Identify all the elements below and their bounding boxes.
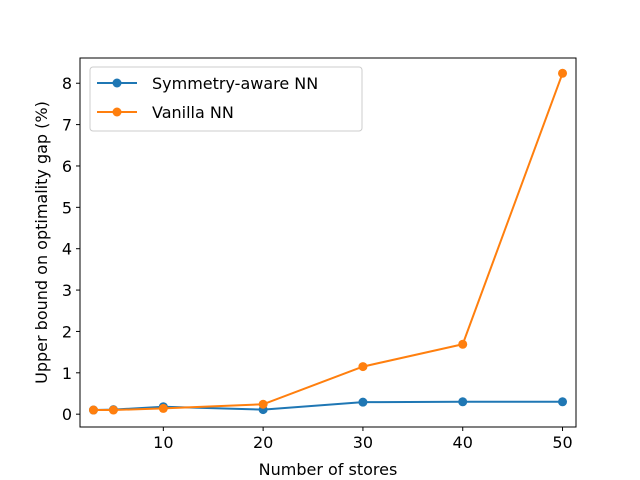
- y-tick-label: 0: [62, 405, 72, 424]
- x-tick-label: 30: [353, 433, 373, 452]
- legend-marker-symmetry-aware-nn: [112, 78, 122, 88]
- x-tick-label: 10: [153, 433, 173, 452]
- x-axis: 10 20 30 40 50: [153, 427, 573, 452]
- vanilla-nn-point: [458, 339, 468, 349]
- legend-marker-vanilla-nn: [112, 107, 122, 117]
- vanilla-nn-point: [88, 405, 98, 415]
- y-axis-label: Upper bound on optimality gap (%): [32, 101, 51, 384]
- vanilla-nn-point: [258, 399, 268, 409]
- y-axis: 0 1 2 3 4 5 6 7 8: [62, 74, 80, 424]
- x-axis-label: Number of stores: [259, 460, 398, 479]
- x-tick-label: 20: [253, 433, 273, 452]
- y-tick-label: 8: [62, 74, 72, 93]
- series-layer: [88, 68, 568, 415]
- x-tick-label: 50: [552, 433, 572, 452]
- legend-label-symmetry-aware-nn: Symmetry-aware NN: [152, 74, 318, 93]
- y-tick-label: 1: [62, 364, 72, 383]
- y-tick-label: 3: [62, 281, 72, 300]
- y-tick-label: 6: [62, 157, 72, 176]
- legend-box: [89, 66, 363, 132]
- y-tick-label: 7: [62, 116, 72, 135]
- symmetry-aware-nn-point: [458, 397, 468, 407]
- legend: Symmetry-aware NN Vanilla NN: [89, 66, 363, 132]
- y-tick-label: 2: [62, 322, 72, 341]
- symmetry-aware-nn-point: [558, 397, 568, 407]
- symmetry-aware-nn-point: [358, 397, 368, 407]
- legend-label-vanilla-nn: Vanilla NN: [152, 103, 234, 122]
- y-tick-label: 5: [62, 198, 72, 217]
- vanilla-nn-point: [358, 362, 368, 372]
- y-tick-label: 4: [62, 240, 72, 259]
- vanilla-nn-point: [158, 403, 168, 413]
- vanilla-nn-point: [558, 68, 568, 78]
- x-tick-label: 40: [453, 433, 473, 452]
- vanilla-nn-point: [108, 405, 118, 415]
- plot-frame: [79, 57, 577, 428]
